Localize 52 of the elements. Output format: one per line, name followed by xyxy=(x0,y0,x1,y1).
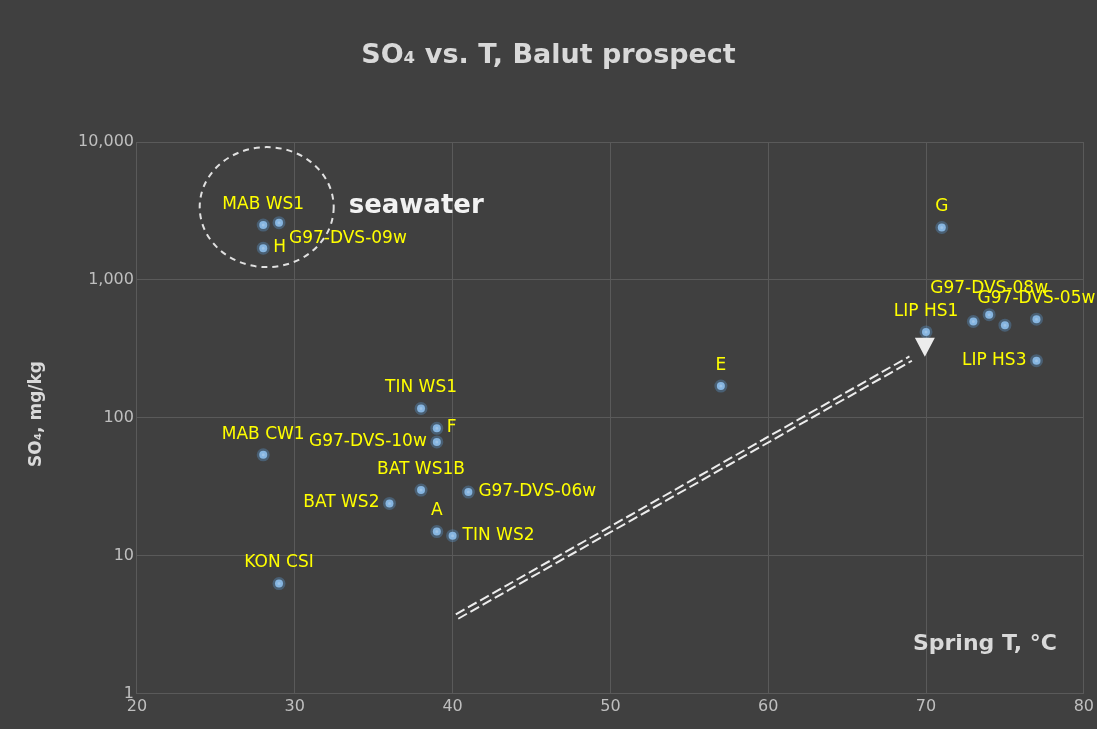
point xyxy=(272,577,286,591)
point xyxy=(414,483,428,497)
x-tick-label: 70 xyxy=(915,695,937,715)
annotation: LIP HS3 xyxy=(961,348,1027,369)
y-tick-label: 10,000 xyxy=(78,131,134,151)
point xyxy=(1029,354,1043,368)
annotation: G xyxy=(935,195,949,216)
annotation: G97-DVS-06w xyxy=(478,479,597,500)
point xyxy=(714,379,728,393)
x-tick-label: 50 xyxy=(600,695,621,715)
annotation: MAB CW1 xyxy=(221,422,305,443)
x-axis-title: Spring T, °C xyxy=(912,630,1057,655)
annotation: H xyxy=(273,236,287,257)
annotation: BAT WS2 xyxy=(303,491,380,512)
point xyxy=(414,401,428,415)
annotation: TIN WS2 xyxy=(461,523,535,544)
annotation: KON CSI xyxy=(244,551,314,572)
y-axis-title: SO₄, mg/kg xyxy=(25,360,45,468)
annotation: F xyxy=(446,416,457,437)
point xyxy=(256,218,270,232)
point xyxy=(256,241,270,255)
annotation: TIN WS1 xyxy=(384,376,457,397)
y-tick-label: 10 xyxy=(113,545,134,565)
annotation: LIP HS1 xyxy=(893,299,959,320)
point xyxy=(256,448,270,462)
point xyxy=(1029,312,1043,326)
x-tick-label: 60 xyxy=(758,695,779,715)
point xyxy=(430,525,444,539)
point xyxy=(430,435,444,449)
annotation: G97-DVS-10w xyxy=(308,429,427,450)
x-tick-label: 40 xyxy=(442,695,463,715)
annotation: A xyxy=(431,499,443,520)
annotation: E xyxy=(715,354,727,375)
point xyxy=(272,216,286,230)
x-tick-label: 80 xyxy=(1073,695,1094,715)
x-tick-label: 30 xyxy=(284,695,305,715)
point xyxy=(935,221,949,234)
annotation: seawater xyxy=(348,189,484,220)
point xyxy=(982,308,996,322)
point xyxy=(919,325,933,339)
point xyxy=(966,314,980,328)
point xyxy=(998,318,1012,332)
chart-title: SO₄ vs. T, Balut prospect xyxy=(360,38,737,69)
y-tick-label: 1,000 xyxy=(88,269,134,289)
y-tick-label: 100 xyxy=(103,407,134,427)
annotation: G97-DVS-09w xyxy=(289,226,407,247)
point xyxy=(430,421,444,435)
point xyxy=(382,496,396,510)
annotation: BAT WS1B xyxy=(377,457,465,478)
point xyxy=(446,529,460,543)
annotation: MAB WS1 xyxy=(222,192,305,213)
point xyxy=(461,485,475,499)
